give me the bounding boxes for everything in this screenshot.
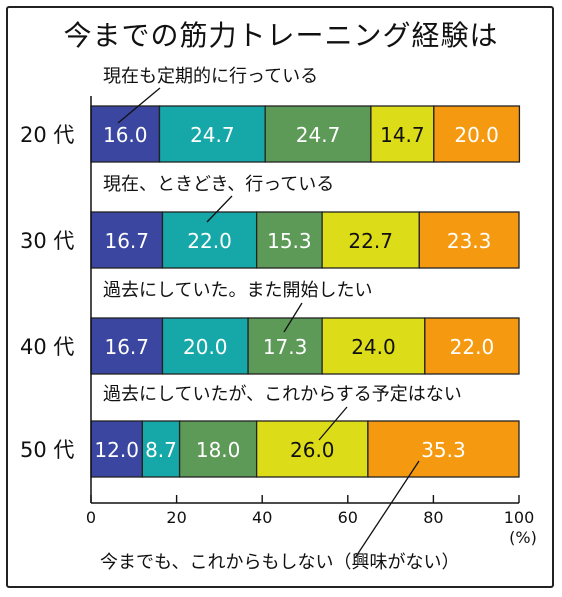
- bar-segment-0-3: [370, 105, 435, 163]
- x-tick-label-4: 80: [423, 508, 443, 527]
- bar-segment-0-1: [158, 105, 266, 163]
- data-label-0-0: 16.0: [103, 123, 148, 147]
- bar-segment-1-0: [90, 211, 164, 269]
- bar-segment-1-4: [418, 211, 520, 269]
- series-label-0: 現在も定期的に行っている: [103, 66, 318, 87]
- bar-segment-0-0: [90, 105, 161, 163]
- data-label-3-4: 35.3: [421, 438, 466, 462]
- data-label-3-3: 26.0: [290, 438, 335, 462]
- data-label-2-0: 16.7: [104, 335, 149, 359]
- x-tick-label-0: 0: [86, 508, 96, 527]
- bar-segment-3-4: [367, 420, 520, 478]
- leader-line-4: [354, 460, 420, 559]
- data-label-2-1: 20.0: [183, 335, 228, 359]
- series-label-4: 今までも、これからもしない（興味がない）: [100, 552, 459, 573]
- data-label-0-1: 24.7: [190, 123, 235, 147]
- bar-segment-1-3: [321, 211, 420, 269]
- data-label-1-3: 22.7: [348, 229, 393, 253]
- data-label-1-0: 16.7: [104, 229, 149, 253]
- data-label-1-2: 15.3: [267, 229, 312, 253]
- leader-line-0: [117, 87, 161, 124]
- category-label-1: 30 代: [20, 229, 74, 253]
- bar-segment-2-4: [424, 317, 520, 375]
- leader-line-3: [318, 406, 348, 441]
- data-label-0-3: 14.7: [380, 123, 425, 147]
- leader-line-1: [206, 195, 233, 223]
- chart-frame: [6, 6, 554, 588]
- data-label-0-4: 20.0: [454, 123, 499, 147]
- x-tick-label-2: 40: [252, 508, 272, 527]
- data-label-0-2: 24.7: [296, 123, 341, 147]
- chart-title: 今までの筋力トレーニング経験は: [63, 19, 499, 52]
- bar-segment-1-2: [255, 211, 323, 269]
- series-label-2: 過去にしていた。また開始したい: [103, 280, 372, 301]
- x-tick-label-1: 20: [166, 508, 186, 527]
- data-label-2-3: 24.0: [351, 335, 396, 359]
- category-label-0: 20 代: [20, 123, 74, 147]
- x-tick-label-3: 60: [338, 508, 358, 527]
- leader-line-2: [283, 302, 303, 333]
- bar-segment-1-1: [161, 211, 258, 269]
- data-label-3-2: 18.0: [196, 438, 241, 462]
- data-label-3-0: 12.0: [94, 438, 139, 462]
- data-label-2-2: 17.3: [263, 335, 308, 359]
- data-label-1-1: 22.0: [187, 229, 232, 253]
- series-label-1: 現在、ときどき、行っている: [103, 174, 334, 195]
- bar-segment-2-2: [247, 317, 323, 375]
- data-label-2-4: 22.0: [450, 335, 495, 359]
- x-tick-label-5: 100: [504, 508, 535, 527]
- category-label-2: 40 代: [20, 335, 74, 359]
- bar-segment-2-1: [161, 317, 249, 375]
- x-unit-label: (%): [509, 528, 537, 547]
- bar-segment-3-2: [178, 420, 258, 478]
- bar-segment-3-1: [141, 420, 181, 478]
- bar-segment-0-4: [433, 105, 521, 163]
- category-label-3: 50 代: [20, 438, 74, 462]
- series-label-3: 過去にしていたが、これからする予定はない: [103, 384, 462, 405]
- data-label-3-1: 8.7: [145, 438, 177, 462]
- bar-segment-2-0: [90, 317, 164, 375]
- data-label-1-4: 23.3: [447, 229, 492, 253]
- bar-segment-3-3: [255, 420, 369, 478]
